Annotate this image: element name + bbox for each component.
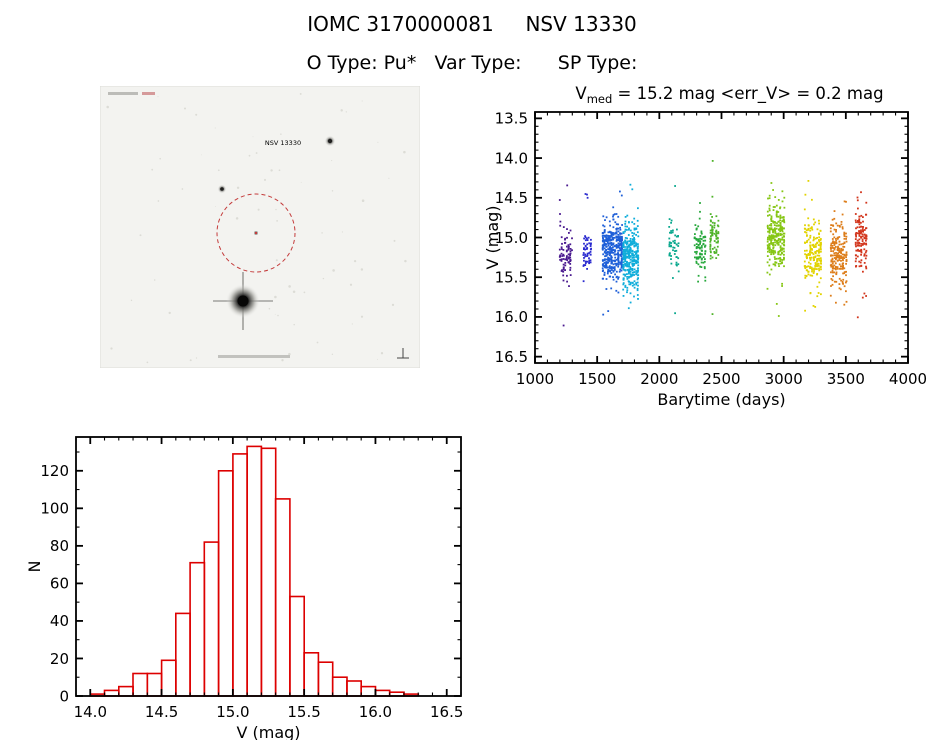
lightcurve-minor-ticks bbox=[535, 112, 908, 363]
lightcurve-plot: 1000 1500 2000 2500 3000 3500 4000 13.5 14.0 14.5… bbox=[483, 84, 928, 409]
svg-text:40: 40 bbox=[50, 612, 69, 630]
svg-text:16.0: 16.0 bbox=[495, 308, 528, 326]
svg-text:2000: 2000 bbox=[640, 370, 678, 388]
svg-text:120: 120 bbox=[40, 462, 69, 480]
finder-chart-image: NSV 13330 bbox=[100, 86, 420, 368]
field-star-2 bbox=[217, 184, 227, 194]
target-marker bbox=[255, 232, 257, 234]
object-type-line: O Type: Pu* Var Type: SP Type: bbox=[306, 52, 638, 74]
svg-text:14.5: 14.5 bbox=[495, 189, 528, 207]
svg-text:15.5: 15.5 bbox=[495, 268, 528, 286]
scatter-points bbox=[558, 160, 868, 327]
histogram-minor-ticks bbox=[75, 437, 462, 696]
svg-text:1000: 1000 bbox=[516, 370, 554, 388]
svg-text:16.5: 16.5 bbox=[430, 703, 463, 721]
field-star-1 bbox=[324, 135, 336, 147]
bottom-annotation-smudge bbox=[218, 355, 290, 358]
svg-text:2500: 2500 bbox=[702, 370, 740, 388]
histogram-tick-labels: 14.0 14.5 15.0 15.5 16.0 16.5 0 20 40 60 80 100 120 bbox=[40, 462, 463, 721]
svg-text:60: 60 bbox=[50, 575, 69, 593]
sky-background bbox=[100, 86, 420, 368]
bright-star bbox=[213, 272, 273, 330]
histogram-ylabel: N bbox=[28, 561, 44, 573]
corner-annotation-smudge-red bbox=[142, 92, 155, 95]
histogram-axes bbox=[75, 436, 462, 697]
histogram-bars bbox=[89, 445, 420, 697]
lightcurve-ylabel: V (mag) bbox=[483, 205, 502, 269]
svg-text:16.0: 16.0 bbox=[359, 703, 392, 721]
histogram-xlabel: V (mag) bbox=[236, 723, 300, 740]
page-title: IOMC 3170000081 NSV 13330 bbox=[307, 12, 637, 36]
svg-text:15.0: 15.0 bbox=[216, 703, 249, 721]
svg-text:100: 100 bbox=[40, 500, 69, 518]
svg-text:0: 0 bbox=[59, 687, 69, 705]
svg-text:4000: 4000 bbox=[889, 370, 927, 388]
corner-annotation-smudge bbox=[108, 92, 138, 95]
lightcurve-tick-labels: 1000 1500 2000 2500 3000 3500 4000 13.5 14.0 14.5… bbox=[495, 110, 928, 388]
svg-text:1500: 1500 bbox=[578, 370, 616, 388]
svg-text:14.0: 14.0 bbox=[74, 703, 107, 721]
orientation-mark bbox=[397, 348, 409, 359]
svg-text:3000: 3000 bbox=[765, 370, 803, 388]
svg-text:14.0: 14.0 bbox=[495, 149, 528, 167]
sky-noise bbox=[106, 92, 407, 364]
svg-text:80: 80 bbox=[50, 537, 69, 555]
magnitude-histogram-plot: 14.0 14.5 15.0 15.5 16.0 16.5 0 20 40 60 80 100 120 V… bbox=[28, 436, 463, 740]
svg-text:14.5: 14.5 bbox=[145, 703, 178, 721]
svg-text:15.5: 15.5 bbox=[287, 703, 320, 721]
finder-source-label: NSV 13330 bbox=[265, 139, 301, 147]
svg-text:13.5: 13.5 bbox=[495, 110, 528, 128]
lightcurve-axes bbox=[534, 111, 909, 364]
aperture-circle bbox=[216, 193, 296, 273]
lightcurve-xlabel: Barytime (days) bbox=[657, 390, 785, 409]
lightcurve-title: Vmed = 15.2 mag <err_V> = 0.2 mag bbox=[575, 84, 883, 106]
svg-text:3500: 3500 bbox=[827, 370, 865, 388]
svg-text:16.5: 16.5 bbox=[495, 348, 528, 366]
svg-text:20: 20 bbox=[50, 650, 69, 668]
svg-text:15.0: 15.0 bbox=[495, 229, 528, 247]
